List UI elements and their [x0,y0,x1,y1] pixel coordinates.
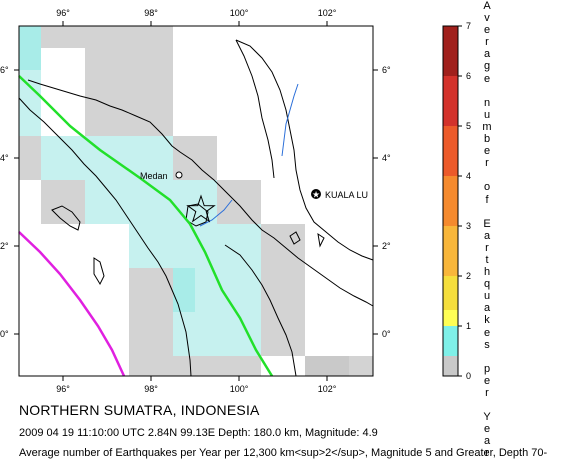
lat-label-left-0: 0° [0,329,9,339]
simeulue-island [51,205,81,231]
rivers [199,83,299,227]
sumatra-coast-northeast [27,79,374,307]
legend-title-letter: a [483,435,491,448]
svg-text:★: ★ [312,191,320,201]
lat-label-left-6: 6° [0,65,9,75]
legend-title-letter: a [483,48,491,61]
lon-label-top-96: 96° [56,8,70,18]
legend-band-2-3 [443,226,458,276]
legend-title-letter: o [483,181,491,194]
legend-title-letter: r [485,447,489,460]
legend-title-letter [480,85,494,97]
river-sumatra [199,199,233,227]
legend-title-letter: r [485,241,489,254]
legend-title-letter: A [483,0,491,12]
legend-title-letter: p [483,362,491,375]
city-label-medan: Medan [140,171,168,181]
legend-title-letter: r [485,157,489,170]
legend-title-letter: s [484,338,490,351]
lat-label-right-0: 0° [382,329,391,339]
legend-title-letter: E [483,217,491,230]
legend-tick-4: 4 [466,171,471,181]
legend-colorbar: 7 6 5 4 3 2 1 0 [442,21,471,381]
legend-title-letter: g [483,60,491,73]
legend-title-letter: m [482,120,492,133]
caption-event: 2009 04 19 11:10:00 UTC 2.84N 99.13E Dep… [19,427,378,439]
circle-icon [175,171,183,179]
sumatra-coast-east [224,244,297,377]
malay-peninsula-west [235,39,275,179]
legend-tick-2: 2 [466,271,471,281]
legend-title-letter: e [483,423,491,436]
legend-title-letter [480,206,494,218]
lon-label-top-98: 98° [144,8,158,18]
small-islands [289,231,325,248]
legend-title-letter: t [485,253,489,266]
nias-island [93,257,105,286]
legend-title-letter: e [483,72,491,85]
sumatra-coast-southwest [18,97,192,377]
legend-tick-6: 6 [466,71,471,81]
legend-band-5-6 [443,76,458,126]
city-medan: Medan [140,171,183,181]
legend-tick-1: 1 [466,321,471,331]
legend-tick-5: 5 [466,121,471,131]
legend-tick-0: 0 [466,371,471,381]
legend-title-letter: f [485,193,489,206]
fault-line-green [18,75,274,377]
legend-title-letter: e [483,374,491,387]
lon-label-top-102: 102° [318,8,337,18]
seismicity-grid [19,26,373,376]
city-label-kuala-lumpur: KUALA LU [325,190,368,200]
legend-title-letter [480,351,494,363]
legend-title-letter: e [483,326,491,339]
legend-tick-7: 7 [466,21,471,31]
legend-band-4-5 [443,126,458,176]
lon-label-bottom-96: 96° [56,384,70,394]
legend-title-letter: v [484,12,490,25]
lat-label-right-2: 2° [382,241,391,251]
legend-title-letter: h [483,266,491,279]
legend-title-letter: a [483,229,491,242]
legend-title-letter: n [483,96,491,109]
river-perak [281,83,299,157]
city-kuala-lumpur: ★ KUALA LU [311,189,368,201]
lat-label-right-4: 4° [382,153,391,163]
legend-title-letter [480,169,494,181]
legend-title-letter: k [484,314,490,327]
legend-title-letter: u [483,290,491,303]
caption-title: NORTHERN SUMATRA, INDONESIA [19,402,260,418]
lat-label-left-2: 2° [0,241,9,251]
lat-label-right-6: 6° [382,65,391,75]
legend-title-letter: e [483,145,491,158]
lon-label-bottom-100: 100° [230,384,249,394]
legend-band-6-7 [443,26,458,76]
legend-title-letter: b [483,133,491,146]
malay-peninsula-coast [235,39,374,261]
legend-title-letter [480,399,494,411]
caption-description: Average number of Earthquakes per Year p… [19,447,548,459]
legend-title-letter: q [483,278,491,291]
legend-band-0-1 [443,326,458,356]
lon-label-bottom-102: 102° [318,384,337,394]
lon-label-bottom-98: 98° [144,384,158,394]
legend-title-letter: r [485,387,489,399]
star-circle-icon [311,189,321,199]
legend-title-letter: Y [483,411,491,424]
legend-title-letter: a [483,302,491,315]
map-panel: Medan ★ KUALA LU 96° 98° 100° 102° [0,8,391,394]
star-icon [186,194,216,223]
legend-band-3-4 [443,176,458,226]
lat-label-left-4: 4° [0,153,9,163]
legend-title-letter: e [483,24,491,37]
trench-line-magenta [18,231,126,377]
legend-title-letter: u [483,108,491,121]
legend-title-letter: r [485,36,489,49]
lon-label-top-100: 100° [230,8,249,18]
map-frame [18,25,374,377]
legend-tick-3: 3 [466,221,471,231]
